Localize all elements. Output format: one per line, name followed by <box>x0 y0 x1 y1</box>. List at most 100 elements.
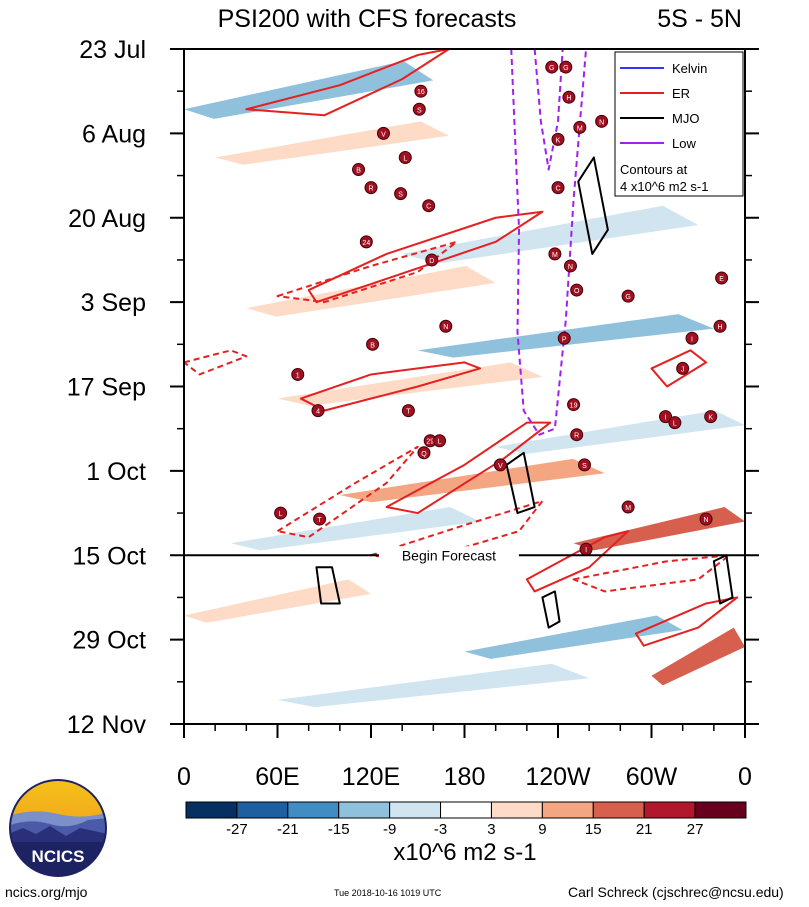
storm-marker-circle <box>595 114 609 128</box>
storm-marker-circle <box>704 410 718 424</box>
storm-marker-label: H <box>718 324 723 331</box>
y-tick-label: 12 Nov <box>67 711 147 739</box>
storm-marker-circle <box>685 331 699 345</box>
legend-label-kelvin: Kelvin <box>672 61 707 76</box>
storm-marker: R <box>364 181 378 195</box>
storm-marker-circle <box>676 361 690 375</box>
storm-marker: T <box>313 512 327 526</box>
shading-band-11 <box>464 615 683 659</box>
storm-marker: L <box>274 506 288 520</box>
contour-mjo-12 <box>577 156 609 255</box>
storm-marker-circle <box>621 289 635 303</box>
storm-marker-circle <box>414 84 428 98</box>
storm-marker-circle <box>439 319 453 333</box>
storm-marker: T <box>401 404 415 418</box>
storm-marker: I <box>579 542 593 556</box>
colorbar-units: x10^6 m2 s-1 <box>393 839 536 866</box>
storm-marker: N <box>563 259 577 273</box>
shading-band-7 <box>339 458 605 503</box>
begin-forecast-label: Begin Forecast <box>402 547 496 563</box>
storm-marker-circle <box>659 410 673 424</box>
storm-marker: 29 <box>423 434 437 448</box>
storm-marker-circle <box>425 253 439 267</box>
shading-band-3 <box>246 265 496 317</box>
colorbar-label: 15 <box>585 821 602 838</box>
storm-marker-circle <box>713 319 727 333</box>
storm-marker-label: C <box>555 186 560 193</box>
contour-er-6 <box>650 349 708 388</box>
contour-er-0 <box>307 210 544 304</box>
storm-marker-label: S <box>417 107 422 114</box>
storm-marker-label: H <box>566 95 571 102</box>
legend-label-low: Low <box>672 136 696 151</box>
storm-marker-label: T <box>317 517 322 524</box>
shading-band-8 <box>230 507 481 551</box>
storm-marker: C <box>551 181 565 195</box>
storm-marker: S <box>577 458 591 472</box>
storm-marker-circle <box>557 331 571 345</box>
storm-marker-circle <box>291 367 305 381</box>
x-tick-label: 0 <box>177 763 191 791</box>
storm-marker: 1 <box>291 367 305 381</box>
storm-marker-label: N <box>443 324 448 331</box>
legend-label-er: ER <box>672 86 690 101</box>
contour-er-7 <box>276 445 419 539</box>
y-tick-label: 15 Oct <box>72 542 146 570</box>
storm-marker-circle <box>715 271 729 285</box>
storm-marker: J <box>676 361 690 375</box>
storm-marker-circle <box>570 283 584 297</box>
colorbar-label: -15 <box>328 821 350 838</box>
storm-marker-circle <box>545 60 559 74</box>
y-tick-label: 20 Aug <box>68 205 146 233</box>
storm-marker-circle <box>417 446 431 460</box>
storm-marker: N <box>699 512 713 526</box>
storm-marker: E <box>715 271 729 285</box>
y-tick-label: 17 Sep <box>67 374 146 402</box>
contour-mjo-14 <box>712 554 734 605</box>
colorbar-swatch <box>440 801 492 819</box>
shading-band-6 <box>495 410 745 454</box>
storm-marker-label: K <box>708 415 713 422</box>
x-tick-label: 120W <box>525 763 591 791</box>
y-tick-label: 6 Aug <box>82 120 146 148</box>
storm-marker: S <box>394 187 408 201</box>
storm-marker-label: R <box>368 186 373 193</box>
storm-marker: G <box>621 289 635 303</box>
storm-marker: M <box>548 247 562 261</box>
storm-marker-label: K <box>556 137 561 144</box>
colorbar-swatch <box>490 801 543 819</box>
x-tick-label: 60E <box>255 763 299 791</box>
colorbar-label: 21 <box>636 821 653 838</box>
storm-marker-label: L <box>673 421 677 428</box>
storm-marker-label: N <box>568 264 573 271</box>
storm-marker-label: G <box>563 65 568 72</box>
axes: 0 60E 120E 180 120W 60W 0 23 Jul 6 Aug 20 Aug 3 Se… <box>67 36 759 791</box>
storm-marker-circle <box>422 199 436 213</box>
contour-er-5 <box>634 596 739 647</box>
ncics-logo: NCICS <box>9 779 107 877</box>
storm-marker: P <box>557 331 571 345</box>
contour-mjo-13 <box>505 451 536 515</box>
begin-forecast-label-bg <box>378 546 519 564</box>
contour-low-17 <box>510 49 588 436</box>
x-tick-label: 60W <box>626 763 678 791</box>
colorbar-swatch <box>643 801 696 819</box>
colorbar-label: 9 <box>538 821 546 838</box>
storm-marker-label: M <box>577 125 583 132</box>
storm-marker-circle <box>559 60 573 74</box>
storm-marker-label: Q <box>421 451 427 458</box>
storm-marker: M <box>573 120 587 134</box>
legend-note-line2: 4 x10^6 m2 s-1 <box>620 179 708 194</box>
storm-marker: K <box>704 410 718 424</box>
storm-marker-label: 19 <box>570 403 578 410</box>
footer-url[interactable]: ncics.org/mjo <box>5 884 88 900</box>
contour-mjo-16 <box>541 590 561 629</box>
storm-marker: O <box>570 283 584 297</box>
colorbar-swatch <box>287 801 340 819</box>
x-tick-label: 120E <box>342 763 400 791</box>
storm-marker: D <box>425 253 439 267</box>
storm-marker-circle <box>394 187 408 201</box>
logo-text: NCICS <box>32 847 85 866</box>
storm-marker-label: V <box>381 131 386 138</box>
